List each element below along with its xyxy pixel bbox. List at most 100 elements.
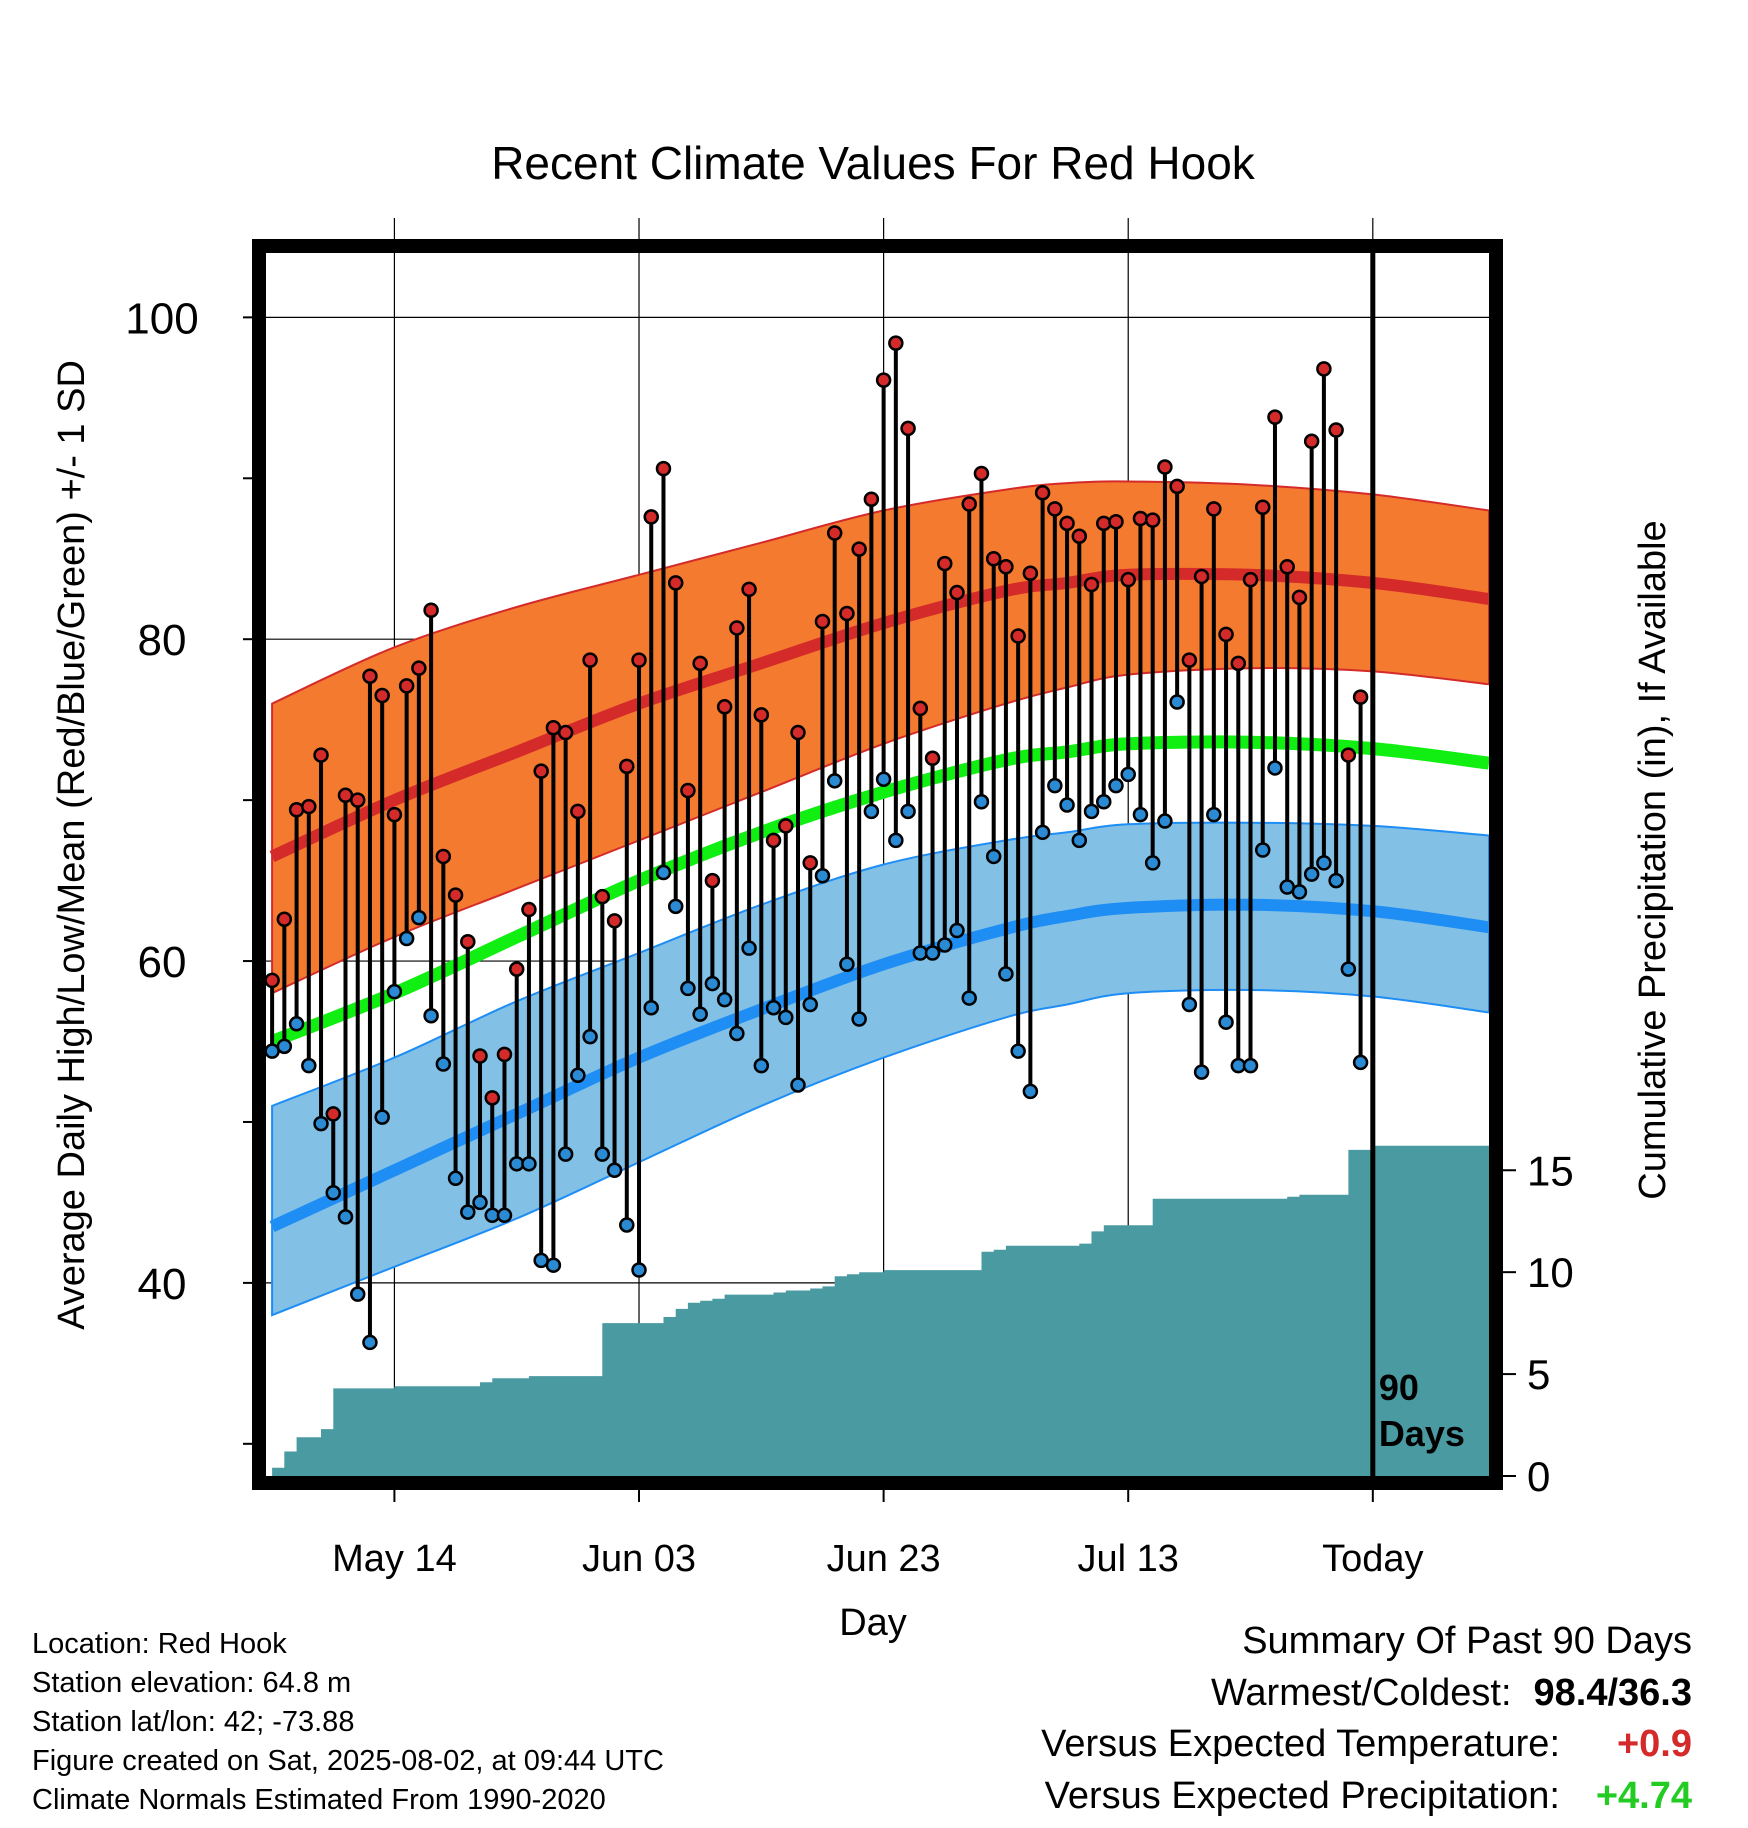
high-point: [533, 763, 549, 779]
high-point: [900, 420, 916, 437]
high-point: [802, 855, 818, 871]
low-point: [1083, 803, 1100, 820]
high-point: [1059, 515, 1075, 532]
low-point: [716, 991, 733, 1008]
low-point: [924, 945, 941, 961]
high-point: [1267, 409, 1283, 425]
high-point: [826, 525, 843, 541]
low-point: [863, 803, 880, 820]
chart-title: Recent Climate Values For Red Hook: [491, 137, 1256, 189]
high-point: [1218, 626, 1234, 643]
today-days-label-line: Days: [1379, 1413, 1465, 1454]
high-point: [313, 747, 329, 763]
low-point: [1096, 793, 1112, 810]
today-days-label: 90 Days: [1379, 1367, 1465, 1454]
precip-area: [272, 1145, 1490, 1476]
high-normal-line: [269, 567, 1490, 862]
high-point: [839, 605, 855, 622]
high-point: [1071, 528, 1088, 544]
y-tick-label: 80: [138, 616, 187, 665]
low-point: [802, 996, 818, 1013]
low-point: [753, 1057, 770, 1074]
high-point: [582, 652, 598, 668]
low-point: [313, 1115, 329, 1132]
high-point: [985, 551, 1002, 567]
warmest-value: 98.4/36.3: [1533, 1672, 1692, 1714]
high-point: [741, 581, 757, 598]
low-point: [961, 990, 977, 1006]
y2-tick-label: 10: [1527, 1249, 1574, 1296]
low-point: [949, 922, 965, 939]
low-point: [741, 940, 757, 956]
y-tick-label: 40: [138, 1260, 187, 1309]
high-point: [301, 798, 317, 815]
low-point: [1132, 806, 1149, 823]
high-point: [1206, 501, 1222, 517]
low-point: [606, 1162, 623, 1178]
high-point: [349, 792, 366, 808]
high-point: [496, 1046, 513, 1063]
high-point: [264, 972, 280, 989]
low-point: [655, 864, 672, 881]
low-point: [937, 937, 953, 953]
low-point: [1169, 694, 1185, 710]
high-point: [680, 782, 696, 799]
low-point: [435, 1056, 452, 1072]
high-point: [1181, 652, 1198, 668]
low-point: [1144, 855, 1161, 871]
low-point: [900, 803, 916, 820]
mean-normal-line: [269, 735, 1490, 1048]
high-point: [508, 961, 525, 977]
low-point: [1267, 760, 1283, 776]
high-point: [557, 724, 574, 741]
high-point: [619, 758, 635, 775]
low-point: [1157, 813, 1173, 829]
high-point: [937, 555, 953, 572]
low-point: [1181, 996, 1198, 1013]
low-point: [276, 1038, 293, 1055]
daily-range-stems: [270, 343, 1363, 1343]
x-tick-label: Jun 23: [827, 1538, 941, 1580]
high-point: [692, 655, 708, 672]
low-point: [1010, 1043, 1026, 1059]
high-point: [1096, 515, 1112, 532]
high-point: [374, 687, 390, 704]
x-tick-label: Today: [1322, 1538, 1423, 1580]
high-point: [288, 802, 305, 818]
x-axis-label: Day: [839, 1602, 907, 1644]
high-point: [594, 888, 611, 905]
high-point: [1279, 559, 1295, 575]
info-normals: Climate Normals Estimated From 1990-2020: [32, 1784, 606, 1816]
high-point: [447, 887, 464, 903]
high-point: [411, 660, 427, 676]
high-point: [1132, 510, 1149, 527]
low-point: [496, 1207, 513, 1224]
low-point: [704, 975, 721, 992]
low-point: [337, 1209, 354, 1225]
low-point: [1242, 1057, 1259, 1074]
low-point: [814, 868, 831, 884]
low-point: [557, 1146, 574, 1162]
low-point: [411, 909, 427, 926]
high-point: [435, 848, 452, 865]
low-point: [1108, 777, 1124, 794]
high-point: [778, 818, 794, 834]
low-point: [447, 1170, 464, 1187]
info-elevation: Station elevation: 64.8 m: [32, 1667, 352, 1699]
low-point: [362, 1334, 378, 1351]
warmest-label: Warmest/Coldest:: [1210, 1672, 1512, 1714]
low-point: [325, 1185, 342, 1201]
high-point: [851, 541, 867, 557]
high-point: [888, 335, 904, 351]
low-point: [423, 1008, 439, 1024]
high-point: [1291, 589, 1308, 606]
high-point: [716, 699, 733, 715]
low-point: [729, 1025, 745, 1042]
high-point: [570, 803, 586, 820]
high-point: [631, 652, 647, 668]
high-point: [643, 509, 659, 525]
high-point: [325, 1106, 342, 1122]
high-point: [729, 620, 745, 636]
low-point: [643, 999, 659, 1016]
high-point: [814, 613, 831, 630]
